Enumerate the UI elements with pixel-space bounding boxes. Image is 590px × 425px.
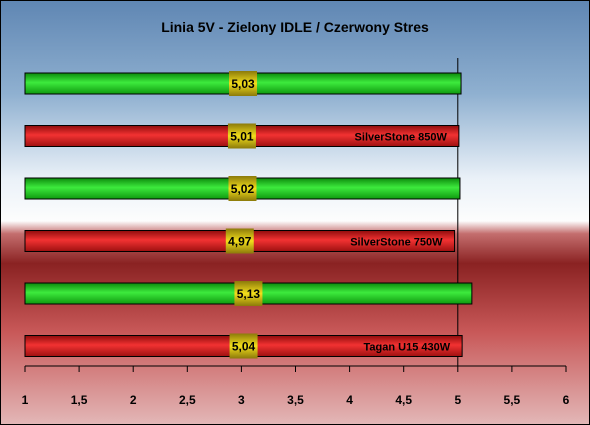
value-label: 5,04 xyxy=(232,340,256,354)
plot-area: 5,03 5,01 SilverStone 850W 5,02 4,97 SilverSt… xyxy=(22,58,570,407)
value-label-box xyxy=(234,281,263,306)
x-tick-label: 3,5 xyxy=(287,393,304,407)
value-label-box xyxy=(225,228,254,254)
bar-label: SilverStone 750W xyxy=(350,237,443,249)
x-tick-label: 1,5 xyxy=(71,393,88,407)
x-tick-label: 2,5 xyxy=(179,393,196,407)
value-label-box xyxy=(229,333,258,359)
value-label: 5,01 xyxy=(230,130,254,144)
x-tick-label: 5 xyxy=(454,393,461,407)
x-tick-label: 4 xyxy=(346,393,353,407)
value-label-box xyxy=(227,123,256,149)
x-tick-label: 1 xyxy=(22,393,29,407)
x-tick-label: 2 xyxy=(130,393,137,407)
value-label-box xyxy=(228,176,257,201)
x-tick-label: 4,5 xyxy=(395,393,412,407)
x-tick-label: 5,5 xyxy=(504,393,521,407)
x-tick-label: 6 xyxy=(563,393,570,407)
value-label: 5,13 xyxy=(237,287,261,301)
value-label: 5,02 xyxy=(231,182,255,196)
value-label: 4,97 xyxy=(228,235,252,249)
value-label-box xyxy=(229,71,258,96)
chart-title: Linia 5V - Zielony IDLE / Czerwony Stres xyxy=(161,19,429,35)
value-label: 5,03 xyxy=(231,77,255,91)
x-tick-label: 3 xyxy=(238,393,245,407)
bar-label: SilverStone 850W xyxy=(355,132,448,144)
bar-label: Tagan U15 430W xyxy=(364,342,451,354)
